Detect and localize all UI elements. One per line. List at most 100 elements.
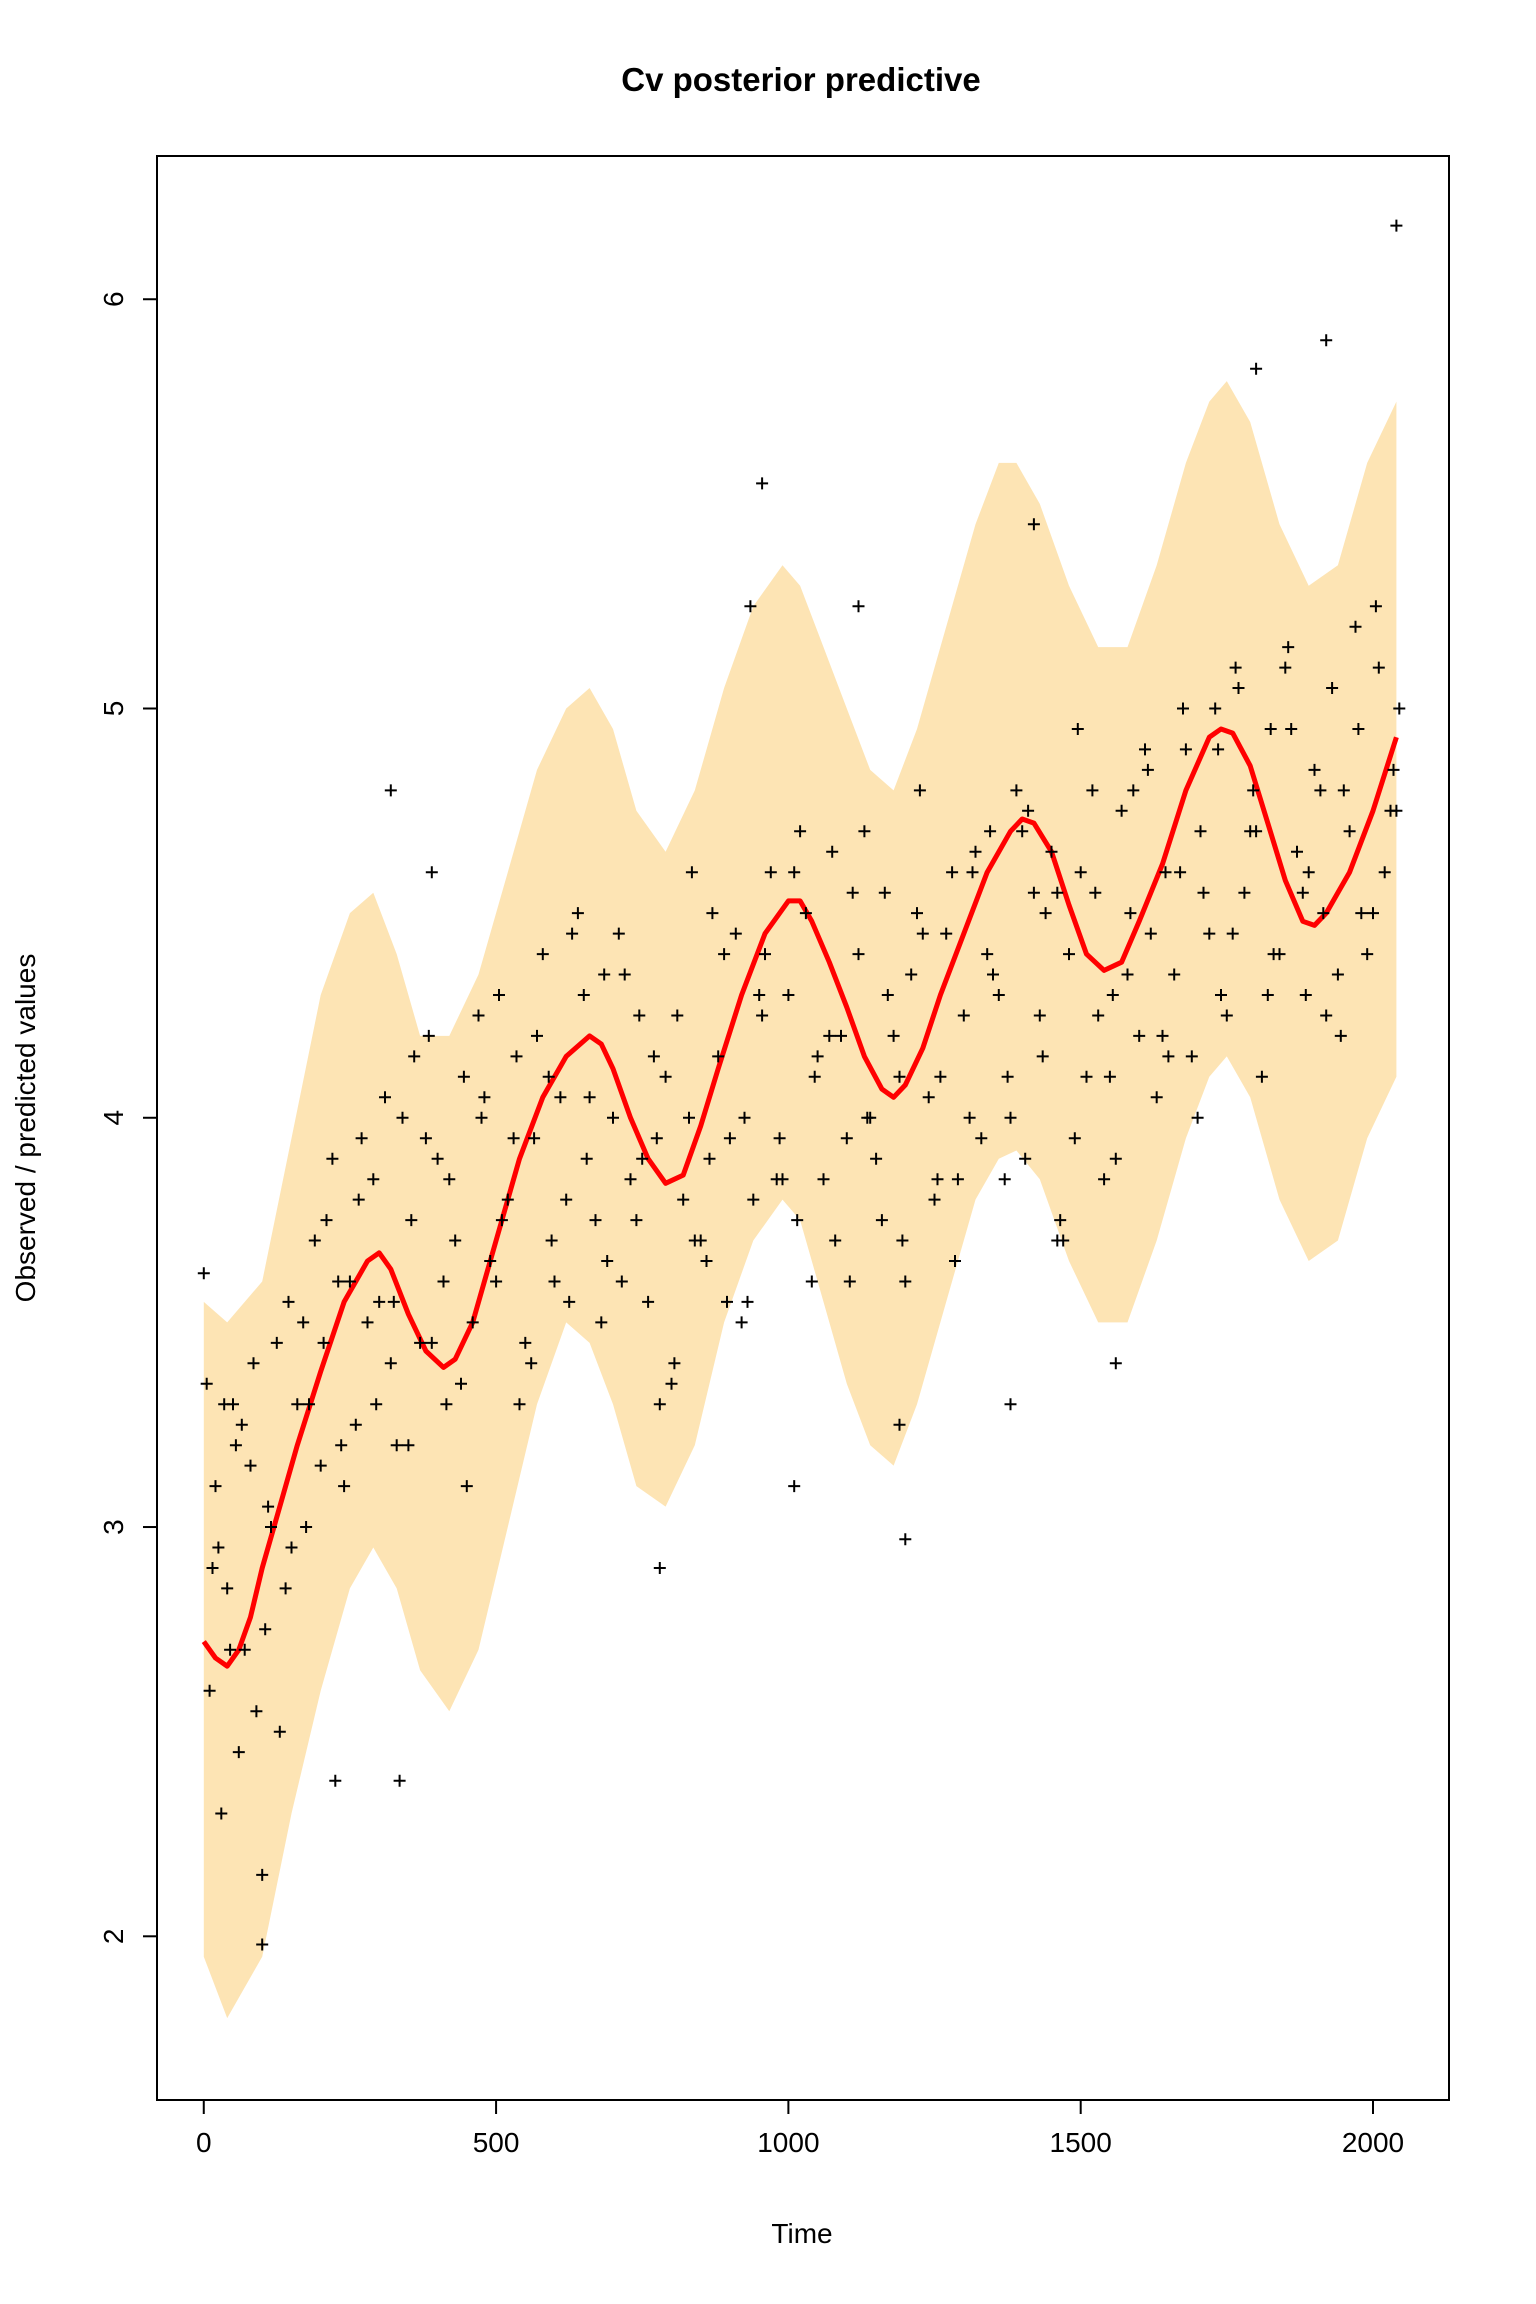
data-point	[665, 1377, 678, 1390]
data-point	[1261, 989, 1274, 1001]
data-point	[729, 927, 742, 940]
data-point	[934, 1070, 947, 1083]
data-point	[1209, 702, 1222, 715]
data-point	[782, 989, 795, 1001]
data-point	[899, 1275, 912, 1288]
data-point	[405, 1214, 418, 1227]
data-point	[905, 968, 918, 981]
data-point	[1045, 845, 1058, 858]
data-point	[1250, 825, 1263, 838]
data-point	[1267, 948, 1280, 961]
data-point	[273, 1725, 286, 1738]
data-point	[601, 1255, 614, 1267]
data-point	[756, 1009, 769, 1022]
data-point	[1033, 1009, 1046, 1022]
data-point	[560, 1193, 573, 1206]
data-point	[829, 1234, 842, 1247]
data-point	[1109, 1152, 1122, 1165]
data-point	[513, 1398, 526, 1411]
data-point	[1390, 804, 1403, 817]
data-point	[343, 1275, 356, 1288]
observed-points	[197, 219, 1406, 1951]
data-point	[633, 1009, 646, 1022]
data-point	[355, 1132, 368, 1145]
data-point	[229, 1439, 242, 1452]
data-point	[671, 1009, 684, 1022]
data-point	[913, 784, 926, 797]
data-point	[425, 1336, 438, 1349]
data-point	[776, 1173, 789, 1186]
data-point	[571, 907, 584, 920]
data-point	[519, 1336, 532, 1349]
data-point	[1141, 763, 1154, 776]
data-point	[799, 907, 812, 920]
data-point	[379, 1091, 391, 1104]
data-point	[478, 1091, 491, 1104]
data-point	[794, 825, 807, 838]
data-point	[887, 1029, 900, 1042]
data-point	[212, 1541, 225, 1554]
data-point	[636, 1152, 649, 1165]
data-point	[747, 1193, 760, 1206]
y-axis: 2 3 4 5 6	[98, 291, 158, 1945]
data-point	[367, 1173, 380, 1186]
data-point	[653, 1398, 666, 1411]
data-point	[317, 1336, 330, 1349]
data-point	[247, 1357, 260, 1370]
data-point	[566, 927, 579, 940]
data-point	[1001, 1070, 1014, 1083]
data-point	[1337, 784, 1350, 797]
data-point	[969, 845, 982, 858]
data-point	[630, 1214, 643, 1227]
data-point	[1004, 1398, 1017, 1411]
data-point	[1361, 948, 1374, 961]
y-tick-label: 2	[98, 1929, 129, 1945]
data-point	[1039, 907, 1052, 920]
data-point	[425, 866, 438, 879]
data-point	[1115, 804, 1128, 817]
data-point	[1226, 927, 1239, 940]
data-point	[1004, 1111, 1017, 1124]
data-point	[1238, 886, 1251, 899]
data-point	[536, 948, 549, 961]
data-point	[791, 1214, 804, 1227]
data-point	[259, 1623, 272, 1636]
data-point	[197, 1267, 210, 1280]
data-point	[685, 866, 698, 879]
data-point	[940, 927, 953, 940]
data-point	[1027, 886, 1040, 899]
data-point	[308, 1234, 321, 1247]
data-point	[250, 1705, 263, 1718]
data-point	[475, 1111, 488, 1124]
chart-title: Cv posterior predictive	[621, 61, 980, 98]
data-point	[265, 1521, 277, 1533]
data-point	[893, 1418, 906, 1431]
data-point	[1308, 763, 1321, 776]
data-point	[1121, 968, 1134, 981]
data-point	[624, 1173, 637, 1186]
data-point	[1212, 743, 1225, 756]
data-point	[206, 1562, 219, 1574]
data-point	[1264, 723, 1277, 735]
x-tick-label: 500	[473, 2127, 520, 2158]
x-axis: 0 500 1000 1500 2000	[196, 2099, 1404, 2158]
data-point	[703, 1152, 716, 1165]
data-point	[466, 1316, 479, 1329]
data-point	[352, 1193, 365, 1206]
x-tick-label: 0	[196, 2127, 212, 2158]
data-point	[209, 1480, 222, 1493]
data-point	[554, 1091, 567, 1104]
data-point	[501, 1193, 514, 1206]
data-point	[700, 1255, 713, 1267]
data-point	[1334, 1029, 1347, 1042]
data-point	[612, 927, 625, 940]
data-point	[992, 989, 1005, 1001]
data-point	[840, 1132, 853, 1145]
data-point	[1177, 702, 1189, 715]
data-point	[1282, 641, 1295, 654]
data-point	[998, 1173, 1011, 1186]
data-point	[650, 1132, 663, 1145]
data-point	[244, 1459, 257, 1472]
data-point	[1367, 907, 1379, 920]
data-point	[1232, 682, 1245, 694]
